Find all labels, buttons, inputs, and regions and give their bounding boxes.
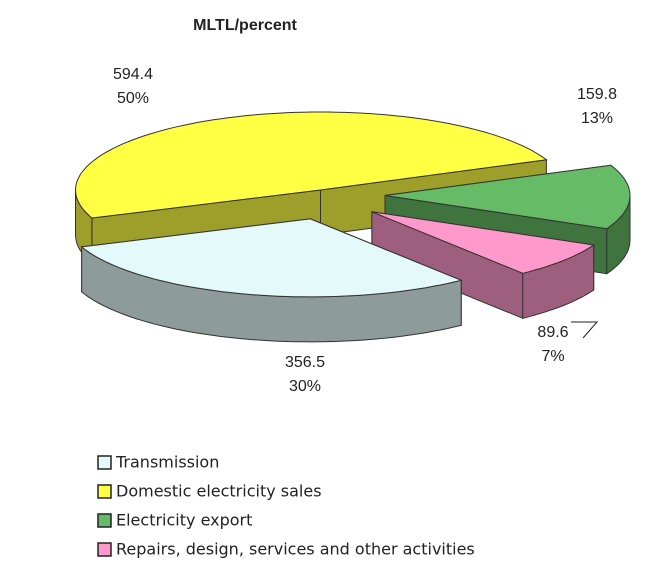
legend-label: Domestic electricity sales	[116, 482, 322, 501]
legend-label: Electricity export	[116, 511, 252, 530]
percent-label: 13%	[581, 110, 613, 127]
data-label: 89.6	[537, 324, 568, 341]
percent-label: 7%	[541, 348, 564, 365]
legend-label: Repairs, design, services and other acti…	[116, 540, 475, 559]
slice-top	[371, 211, 596, 274]
chart-title: MLTL/percent	[193, 17, 297, 34]
legend-label: Transmission	[115, 453, 219, 472]
slice	[371, 211, 596, 320]
legend-swatch	[97, 455, 112, 470]
percent-label: 30%	[289, 378, 321, 395]
slice-top	[80, 218, 463, 298]
slice-top	[74, 111, 548, 219]
data-label: 159.8	[577, 86, 617, 103]
legend-swatch	[97, 484, 112, 499]
data-label: 356.5	[285, 354, 325, 371]
slice	[80, 218, 463, 343]
legend-swatch	[97, 542, 112, 557]
data-label: 594.4	[113, 66, 153, 83]
slice-top	[384, 164, 631, 230]
percent-label: 50%	[117, 90, 149, 107]
legend-swatch	[97, 513, 112, 528]
leader-line	[571, 321, 599, 339]
